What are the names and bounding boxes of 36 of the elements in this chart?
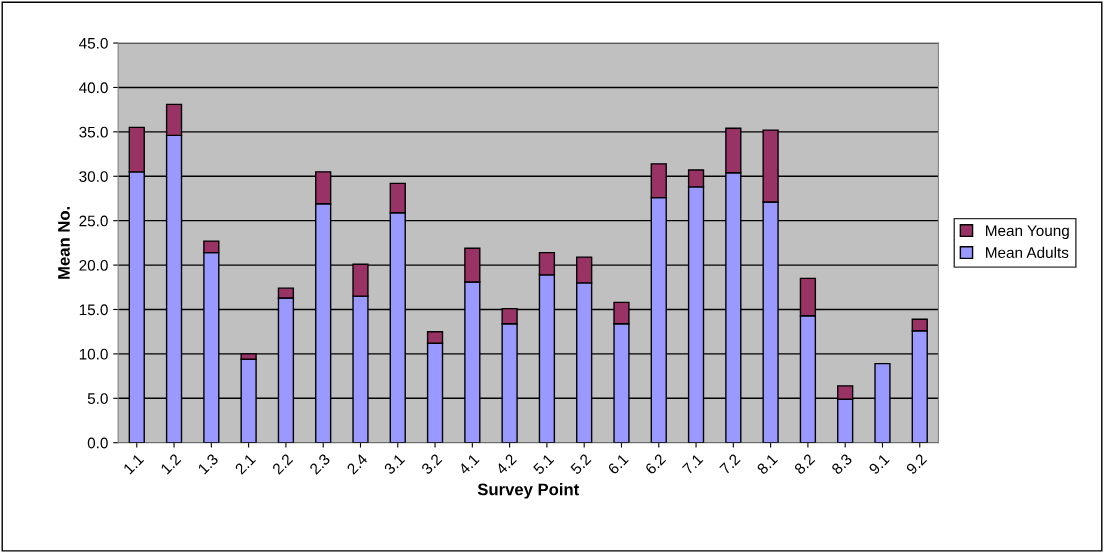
y-tick-label: 0.0	[87, 437, 108, 449]
x-tick-label: 1.2	[160, 453, 182, 475]
x-tick-label: 4.1	[457, 453, 480, 476]
x-tick-label: 9.2	[905, 453, 928, 475]
x-tick-label: 8.3	[830, 453, 853, 475]
x-tick-label: 1.1	[122, 453, 145, 475]
x-tick-label: 8.1	[756, 453, 779, 475]
x-tick-label: 5.2	[569, 453, 592, 475]
legend-label: Mean Young	[986, 225, 1069, 240]
x-tick-label: 7.2	[719, 453, 741, 475]
x-tick-label: 9.1	[868, 453, 890, 475]
x-tick-label: 2.3	[309, 453, 331, 475]
y-tick-label: 15.0	[79, 304, 108, 316]
x-axis-title: Survey Point	[477, 483, 579, 499]
x-tick-label: 1.3	[197, 453, 219, 475]
x-tick-label: 3.2	[420, 453, 443, 475]
x-tick-label: 2.1	[234, 453, 256, 475]
x-tick-label: 5.1	[532, 453, 555, 475]
y-tick-label: 5.0	[87, 393, 108, 404]
x-tick-label: 8.2	[793, 453, 816, 475]
x-tick-label: 4.2	[495, 453, 517, 476]
x-tick-label: 3.1	[383, 453, 406, 475]
y-tick-label: 40.0	[79, 82, 108, 94]
y-tick-label: 30.0	[79, 171, 108, 182]
x-tick-label: 6.2	[644, 453, 667, 475]
y-axis-title: Mean No.	[58, 206, 70, 279]
y-tick-label: 35.0	[79, 126, 108, 138]
x-tick-label: 7.1	[681, 453, 704, 475]
x-tick-label: 2.4	[346, 453, 368, 475]
x-tick-label: 6.1	[607, 453, 629, 475]
y-tick-label: 20.0	[79, 259, 108, 271]
y-tick-label: 25.0	[79, 215, 108, 227]
legend-label: Mean Adults	[986, 246, 1069, 258]
y-tick-label: 10.0	[79, 348, 108, 360]
y-tick-label: 45.0	[79, 37, 108, 49]
x-tick-label: 2.2	[271, 453, 294, 475]
